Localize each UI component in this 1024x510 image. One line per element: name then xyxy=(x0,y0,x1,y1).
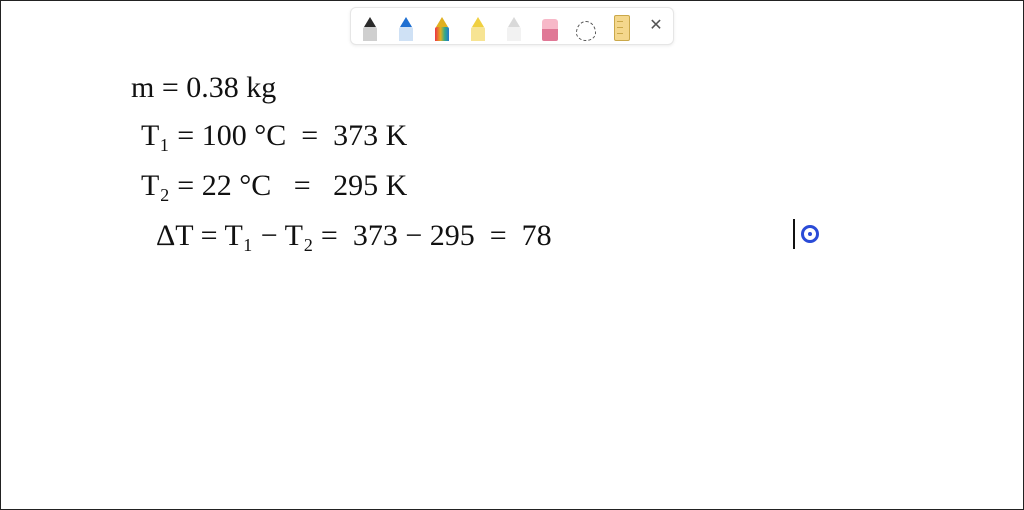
pen-tip-icon xyxy=(436,17,448,27)
pen-body-icon xyxy=(399,27,413,41)
pen-body-icon xyxy=(363,27,377,41)
lasso-select-tool[interactable] xyxy=(573,11,599,41)
pen-blue[interactable] xyxy=(393,11,419,41)
close-toolbar-button[interactable]: ✕ xyxy=(645,15,667,37)
pen-tip-icon xyxy=(364,17,376,27)
handwriting-line-1: m = 0.38 kg xyxy=(131,71,276,105)
close-icon: ✕ xyxy=(649,18,662,34)
whiteboard-canvas[interactable]: ✕ m = 0.38 kg T₁ = 100 °C = 373 K T₂ = 2… xyxy=(0,0,1024,510)
pen-white[interactable] xyxy=(501,11,527,41)
handwriting-line-3: T₂ = 22 °C = 295 K xyxy=(141,169,407,203)
ruler-icon xyxy=(614,15,630,41)
handwriting-line-2: T₁ = 100 °C = 373 K xyxy=(141,119,407,153)
pen-yellow[interactable] xyxy=(465,11,491,41)
pen-tip-icon xyxy=(508,17,520,27)
eraser-icon xyxy=(542,19,558,41)
pen-body-icon xyxy=(507,27,521,41)
text-caret xyxy=(793,219,795,249)
eraser-tool[interactable] xyxy=(537,11,563,41)
pen-body-icon xyxy=(471,27,485,41)
pen-black[interactable] xyxy=(357,11,383,41)
pen-multi[interactable] xyxy=(429,11,455,41)
pen-tip-icon xyxy=(472,17,484,27)
pen-toolbar: ✕ xyxy=(350,7,674,45)
lasso-icon xyxy=(576,21,596,41)
pen-body-icon xyxy=(435,27,449,41)
ruler-tool[interactable] xyxy=(609,11,635,41)
pen-cursor-icon xyxy=(801,225,819,243)
pen-tip-icon xyxy=(400,17,412,27)
handwriting-line-4: ΔT = T₁ − T₂ = 373 − 295 = 78 xyxy=(156,219,552,253)
